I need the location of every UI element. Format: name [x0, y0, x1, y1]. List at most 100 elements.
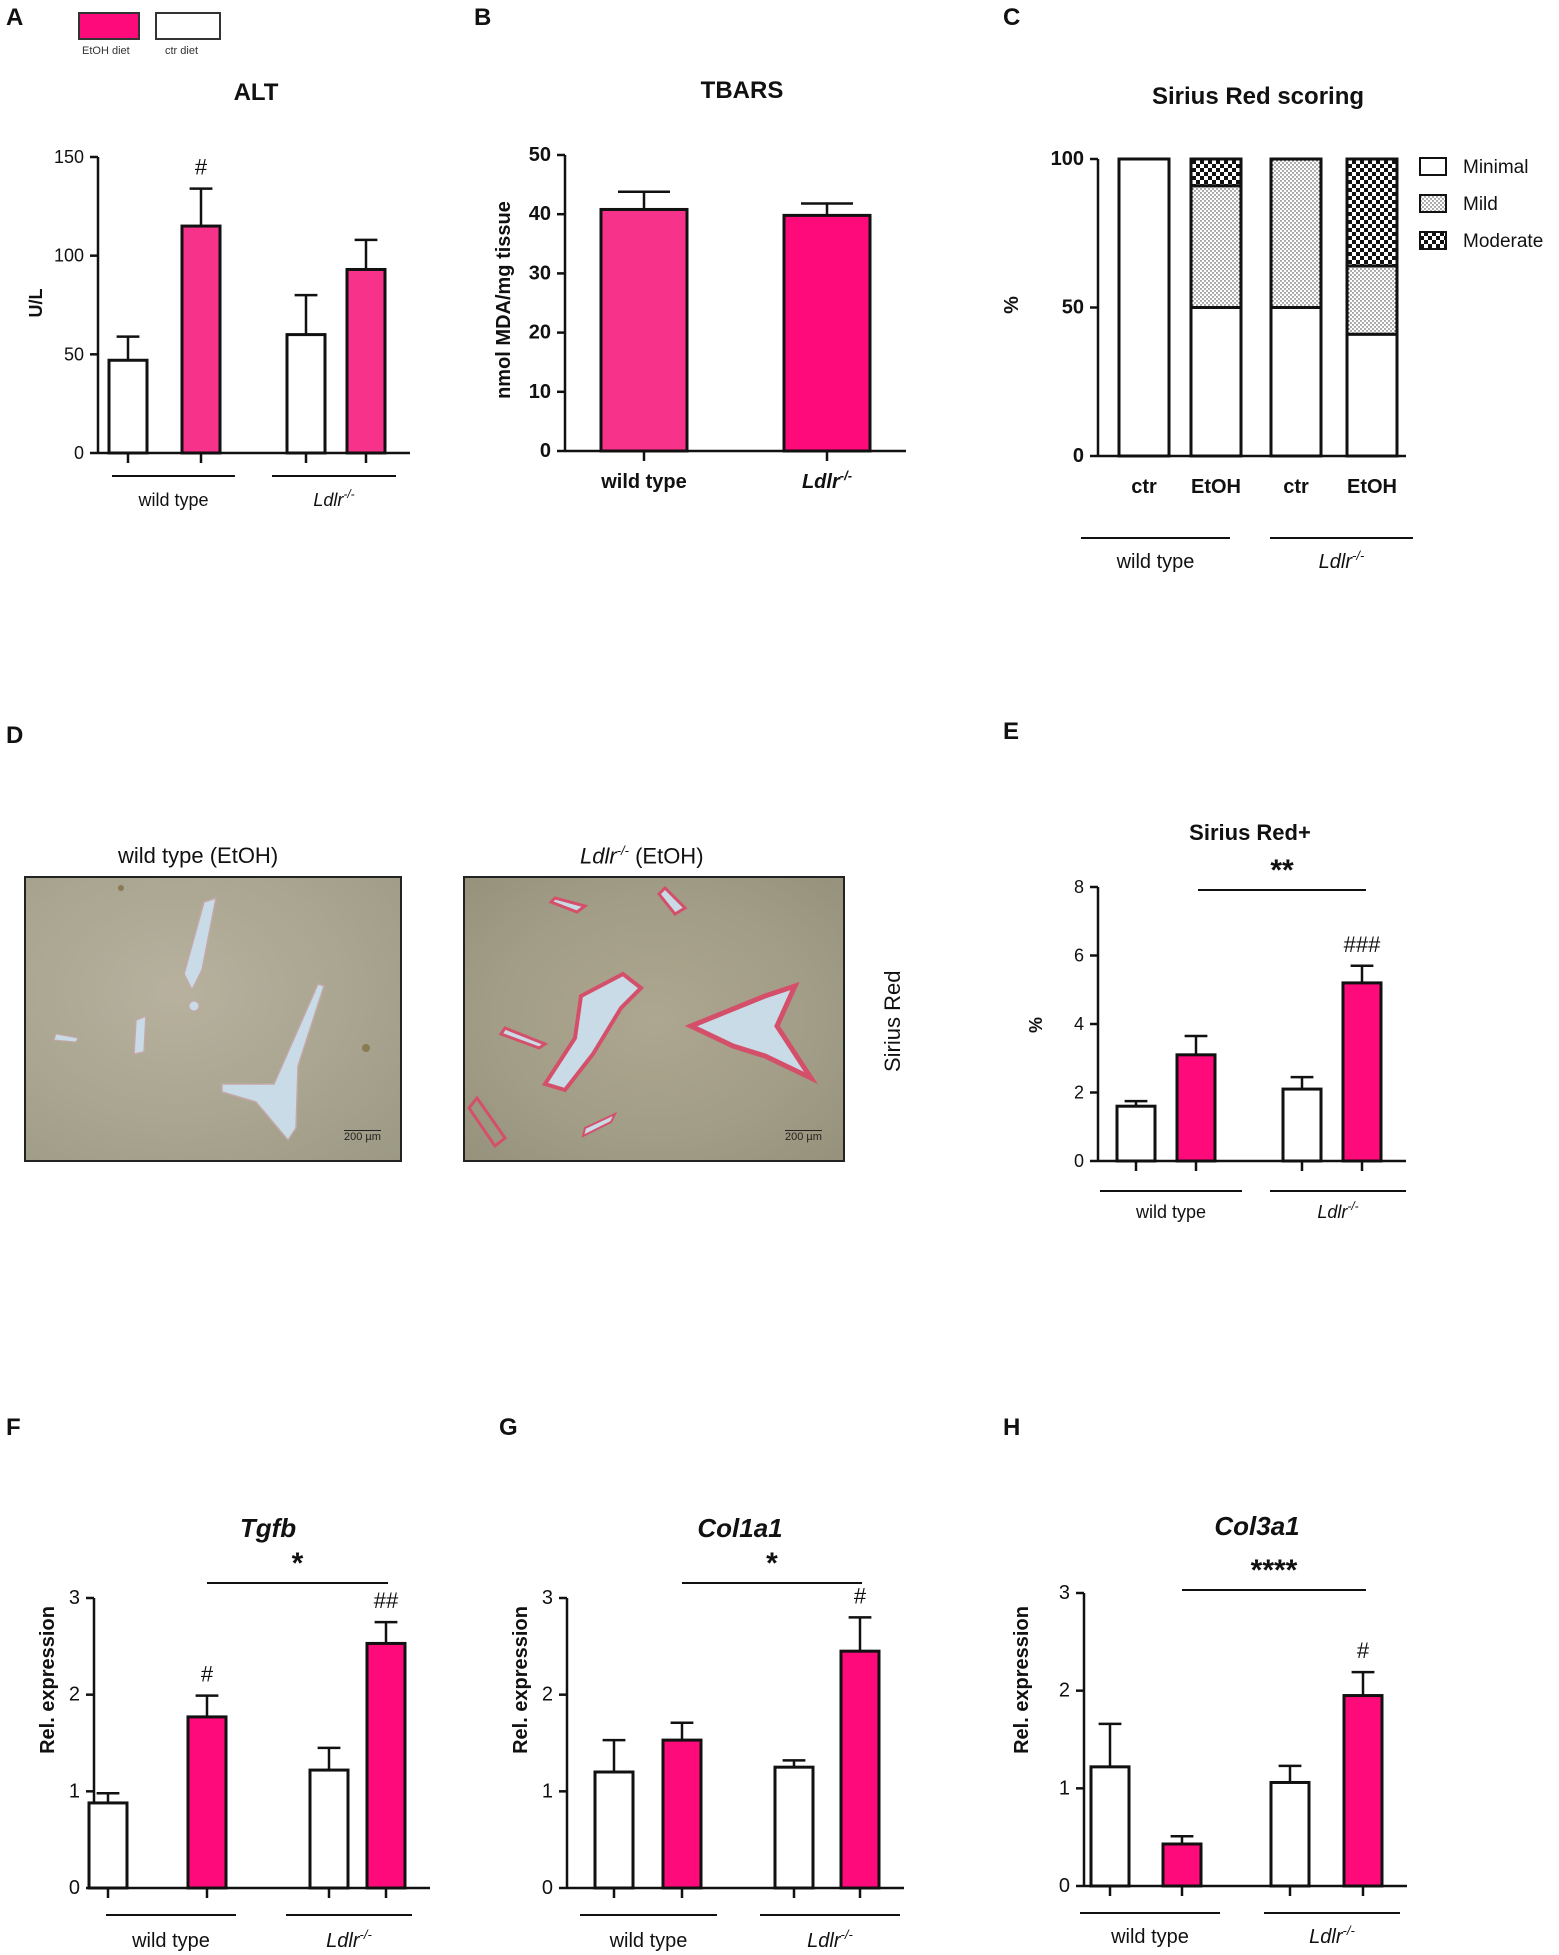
- axis-A: [90, 155, 100, 455]
- bar-ctr-wild-type: [1115, 1104, 1157, 1163]
- stacked-bar-minimal: [1189, 306, 1243, 458]
- x-category-label: EtOH: [1191, 476, 1241, 498]
- stacked-bar-minimal: [1117, 157, 1171, 458]
- bar-etoh-wild-type: [186, 1715, 228, 1890]
- significance-stars: *: [766, 1547, 778, 1580]
- panel-letter-b: B: [474, 4, 492, 31]
- legend-swatch-minimal: [1419, 157, 1447, 176]
- y-tick-label: 150: [54, 147, 84, 167]
- y-tick-label: 1: [69, 1780, 80, 1802]
- significance-stars: ****: [1251, 1554, 1298, 1587]
- chart-title: ALT: [234, 79, 279, 106]
- significance-hash: ##: [374, 1588, 399, 1613]
- y-tick-label: 0: [74, 443, 84, 463]
- panel-letter-g: G: [499, 1414, 518, 1441]
- y-tick-label: 50: [64, 344, 84, 364]
- micrograph-ldlr-vessels: [467, 885, 818, 1149]
- legend-swatch-mild: [1419, 194, 1447, 213]
- panel-letter-h: H: [1003, 1414, 1021, 1441]
- micrograph-left-title: wild type (EtOH): [118, 843, 279, 868]
- micrograph-right-scale: 200 µm: [785, 1130, 822, 1143]
- y-axis-label: Rel. expression: [510, 1606, 532, 1754]
- legend-swatch-moderate: [1419, 231, 1447, 250]
- y-axis-label: %: [1026, 1017, 1046, 1033]
- legend-label-minimal: Minimal: [1463, 157, 1528, 178]
- y-axis-label: %: [1001, 296, 1023, 314]
- micrograph-wild-type: 200 µm: [24, 876, 402, 1162]
- bar-ctr-ldlr: [308, 1768, 350, 1890]
- y-tick-label: 1: [542, 1780, 553, 1802]
- bar-etoh-ldlr: [839, 1649, 881, 1890]
- axis-H: [1076, 1591, 1086, 1888]
- legend-ctr-swatch: [155, 12, 221, 40]
- micrograph-right-title-sup: -/-: [616, 843, 629, 858]
- y-axis-label: Rel. expression: [37, 1606, 59, 1754]
- significance-hash: #: [201, 1662, 214, 1687]
- bar-ctr-wild-type: [593, 1770, 635, 1890]
- y-tick-label: 0: [1074, 1151, 1084, 1171]
- legend-ctr-label: ctr diet: [165, 45, 199, 57]
- chart-title: Tgfb: [240, 1513, 296, 1543]
- chart-title: TBARS: [701, 77, 784, 104]
- y-tick-label: 50: [1062, 297, 1084, 319]
- group-label: Ldlr-/-: [1309, 1923, 1355, 1948]
- y-tick-label: 0: [1073, 445, 1084, 467]
- y-axis-label: U/L: [26, 289, 46, 318]
- significance-hash: #: [1357, 1638, 1370, 1663]
- y-tick-label: 20: [529, 322, 551, 344]
- micrograph-right-title-italic: Ldlr: [580, 843, 617, 869]
- panel-letter-a: A: [6, 4, 24, 31]
- significance-stars: *: [292, 1547, 304, 1580]
- bar-ctr-ldlr: [285, 333, 327, 455]
- stacked-bar-mild: [1269, 157, 1323, 309]
- panel-letter-e: E: [1003, 718, 1020, 745]
- y-tick-label: 0: [540, 440, 551, 462]
- bar-etoh-wild-type: [1175, 1053, 1217, 1163]
- stacked-bar-minimal: [1269, 306, 1323, 458]
- x-category-label: wild type: [600, 471, 687, 493]
- stacked-bar-minimal: [1345, 332, 1399, 458]
- y-tick-label: 2: [1059, 1680, 1070, 1702]
- y-tick-label: 2: [1074, 1083, 1084, 1103]
- y-tick-label: 4: [1074, 1014, 1084, 1034]
- stacked-bar-mild: [1345, 264, 1399, 336]
- axis-B: [557, 153, 567, 453]
- bar-etoh-ldlr: [1342, 1694, 1384, 1888]
- bar-ctr-ldlr: [1281, 1087, 1323, 1163]
- micrograph-right-title-rest: (EtOH): [628, 843, 704, 869]
- chart-title: Sirius Red scoring: [1152, 83, 1364, 110]
- micrograph-wild-type-vessels: [53, 885, 370, 1142]
- significance-stars: **: [1270, 854, 1294, 887]
- micrograph-left-scale: 200 µm: [344, 1130, 381, 1143]
- legend-label-mild: Mild: [1463, 194, 1498, 215]
- bar-etoh-ldlr: [345, 267, 387, 455]
- x-category-label: Ldlr-/-: [802, 468, 852, 493]
- y-axis-label: Rel. expression: [1011, 1606, 1033, 1754]
- group-label: wild type: [1135, 1202, 1206, 1222]
- y-tick-label: 3: [542, 1587, 553, 1609]
- legend-etoh-label: EtOH diet: [82, 45, 130, 57]
- group-label: Ldlr-/-: [326, 1927, 372, 1952]
- significance-hash: #: [195, 155, 208, 180]
- micrograph-ldlr: 200 µm: [463, 876, 845, 1162]
- axis-C: [1090, 157, 1100, 458]
- chart-title: Col1a1: [697, 1513, 782, 1543]
- y-tick-label: 2: [69, 1684, 80, 1706]
- significance-hash: ###: [1344, 932, 1381, 957]
- legend-etoh-swatch: [78, 12, 140, 40]
- y-tick-label: 8: [1074, 877, 1084, 897]
- y-tick-label: 3: [1059, 1582, 1070, 1604]
- bar-etoh-wild-type: [180, 224, 222, 455]
- bar-tbars: [599, 207, 689, 453]
- y-tick-label: 100: [1051, 148, 1084, 170]
- stacked-bar-moderate: [1189, 157, 1243, 188]
- x-category-label: ctr: [1283, 476, 1309, 498]
- bar-ctr-wild-type: [87, 1801, 129, 1890]
- y-axis-label: nmol MDA/mg tissue: [493, 201, 515, 399]
- bar-ctr-wild-type: [1089, 1765, 1131, 1888]
- y-tick-label: 0: [69, 1877, 80, 1899]
- stacked-bar-moderate: [1345, 157, 1399, 268]
- axis-E: [1090, 885, 1100, 1163]
- group-label: wild type: [609, 1930, 688, 1952]
